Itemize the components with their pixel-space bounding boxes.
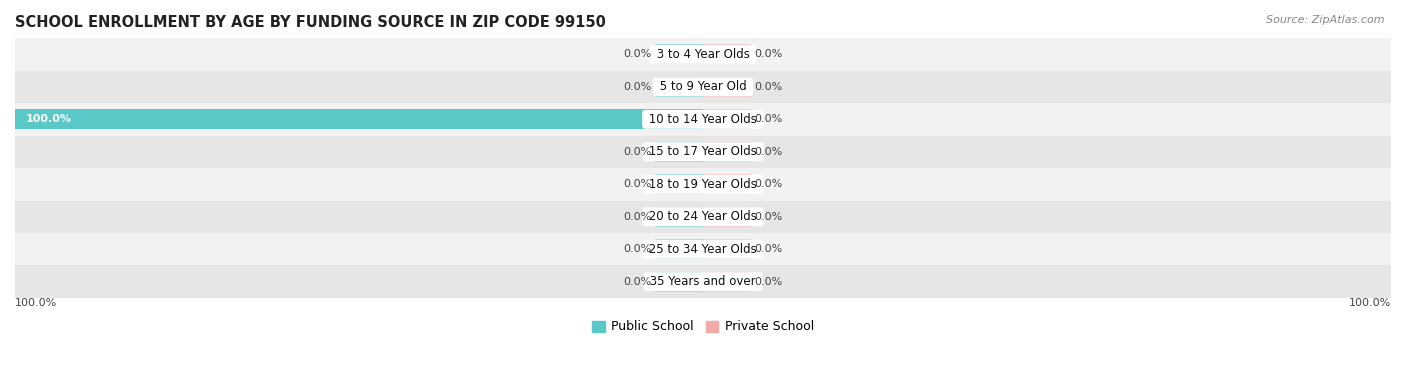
Text: 0.0%: 0.0% [755, 277, 783, 287]
Bar [655, 44, 703, 64]
Text: 10 to 14 Year Olds: 10 to 14 Year Olds [645, 113, 761, 126]
Bar [703, 44, 751, 64]
Bar [15, 71, 1391, 103]
Text: 0.0%: 0.0% [623, 147, 651, 157]
Text: 0.0%: 0.0% [755, 212, 783, 222]
Text: 100.0%: 100.0% [1348, 298, 1391, 308]
Bar [655, 142, 703, 162]
Bar [655, 174, 703, 194]
Text: SCHOOL ENROLLMENT BY AGE BY FUNDING SOURCE IN ZIP CODE 99150: SCHOOL ENROLLMENT BY AGE BY FUNDING SOUR… [15, 15, 606, 30]
Text: 25 to 34 Year Olds: 25 to 34 Year Olds [645, 243, 761, 256]
Text: 5 to 9 Year Old: 5 to 9 Year Old [655, 81, 751, 93]
Text: 0.0%: 0.0% [755, 50, 783, 59]
Bar [15, 168, 1391, 200]
Text: 0.0%: 0.0% [623, 82, 651, 92]
Bar [703, 142, 751, 162]
Text: 100.0%: 100.0% [25, 114, 72, 124]
Text: 15 to 17 Year Olds: 15 to 17 Year Olds [645, 145, 761, 158]
Bar [655, 77, 703, 97]
Text: 0.0%: 0.0% [623, 277, 651, 287]
Bar [15, 200, 1391, 233]
Text: 0.0%: 0.0% [755, 179, 783, 189]
Text: 18 to 19 Year Olds: 18 to 19 Year Olds [645, 178, 761, 191]
Bar [703, 272, 751, 292]
Text: 0.0%: 0.0% [755, 244, 783, 254]
Text: 0.0%: 0.0% [755, 147, 783, 157]
Bar [15, 233, 1391, 265]
Text: 0.0%: 0.0% [623, 50, 651, 59]
Bar [15, 136, 1391, 168]
Text: 0.0%: 0.0% [623, 179, 651, 189]
Bar [15, 38, 1391, 71]
Legend: Public School, Private School: Public School, Private School [588, 316, 818, 338]
Text: 0.0%: 0.0% [755, 82, 783, 92]
Text: 3 to 4 Year Olds: 3 to 4 Year Olds [652, 48, 754, 61]
Text: 35 Years and over: 35 Years and over [647, 275, 759, 288]
Bar [703, 207, 751, 227]
Bar [15, 265, 1391, 298]
Bar [15, 103, 1391, 136]
Bar [703, 174, 751, 194]
Bar [703, 239, 751, 259]
Text: 100.0%: 100.0% [15, 298, 58, 308]
Bar [703, 77, 751, 97]
Bar [15, 109, 703, 129]
Bar [655, 239, 703, 259]
Text: 0.0%: 0.0% [623, 244, 651, 254]
Bar [655, 207, 703, 227]
Bar [655, 272, 703, 292]
Text: 0.0%: 0.0% [623, 212, 651, 222]
Text: 0.0%: 0.0% [755, 114, 783, 124]
Text: Source: ZipAtlas.com: Source: ZipAtlas.com [1267, 15, 1385, 25]
Bar [703, 109, 751, 129]
Text: 20 to 24 Year Olds: 20 to 24 Year Olds [645, 210, 761, 223]
